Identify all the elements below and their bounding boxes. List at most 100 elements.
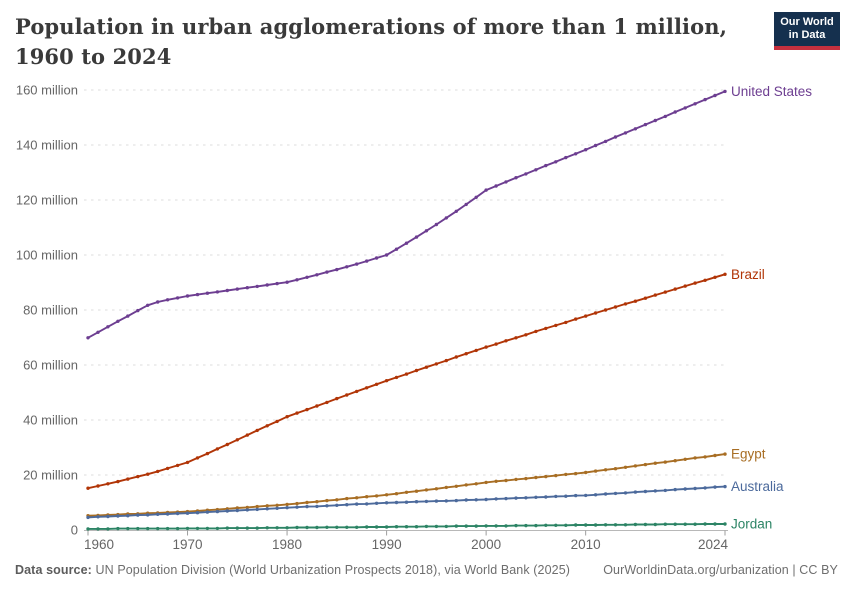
- point-egypt-1994[interactable]: [424, 488, 429, 492]
- point-jordan-1982[interactable]: [305, 525, 309, 530]
- point-jordan-1974[interactable]: [225, 526, 229, 530]
- point-brazil-2018[interactable]: [663, 290, 667, 294]
- point-united-states-1969[interactable]: [175, 296, 180, 300]
- point-egypt-2001[interactable]: [494, 479, 498, 483]
- point-jordan-2006[interactable]: [544, 523, 548, 527]
- point-brazil-1988[interactable]: [365, 386, 369, 390]
- point-united-states-1973[interactable]: [215, 290, 220, 294]
- point-united-states-2016[interactable]: [643, 122, 648, 127]
- point-australia-1993[interactable]: [414, 500, 419, 504]
- point-united-states-2001[interactable]: [494, 184, 498, 188]
- point-jordan-1990[interactable]: [384, 525, 389, 529]
- point-australia-1974[interactable]: [225, 509, 229, 513]
- point-brazil-2005[interactable]: [534, 329, 538, 334]
- point-egypt-2009[interactable]: [574, 471, 578, 476]
- point-united-states-1976[interactable]: [245, 286, 249, 290]
- point-australia-1985[interactable]: [335, 503, 339, 507]
- point-australia-2005[interactable]: [534, 495, 538, 499]
- point-jordan-2024[interactable]: [723, 522, 727, 526]
- point-united-states-2002[interactable]: [504, 180, 508, 184]
- point-brazil-2021[interactable]: [693, 281, 697, 285]
- point-united-states-2019[interactable]: [673, 110, 677, 114]
- point-jordan-2009[interactable]: [574, 523, 578, 527]
- point-australia-1995[interactable]: [434, 499, 439, 503]
- point-united-states-1998[interactable]: [464, 202, 468, 207]
- legend-label-united-states[interactable]: United States: [731, 84, 812, 99]
- point-australia-1963[interactable]: [116, 514, 120, 518]
- point-australia-1994[interactable]: [424, 499, 429, 504]
- point-brazil-1991[interactable]: [394, 375, 399, 380]
- point-united-states-2005[interactable]: [534, 168, 538, 172]
- line-united-states[interactable]: [87, 90, 726, 339]
- point-australia-2020[interactable]: [683, 487, 687, 491]
- point-united-states-1974[interactable]: [225, 288, 229, 293]
- point-united-states-1961[interactable]: [96, 330, 100, 334]
- point-australia-2009[interactable]: [574, 493, 578, 498]
- point-australia-1990[interactable]: [384, 501, 389, 505]
- point-egypt-2012[interactable]: [603, 468, 608, 472]
- point-australia-2021[interactable]: [693, 486, 697, 491]
- point-egypt-2023[interactable]: [713, 453, 717, 458]
- point-jordan-1964[interactable]: [126, 526, 130, 531]
- point-jordan-1975[interactable]: [235, 526, 239, 530]
- point-jordan-2011[interactable]: [593, 523, 598, 527]
- point-australia-2010[interactable]: [584, 493, 588, 498]
- point-brazil-1967[interactable]: [156, 469, 160, 474]
- point-egypt-1990[interactable]: [384, 493, 389, 497]
- point-australia-1981[interactable]: [295, 505, 299, 509]
- point-jordan-2016[interactable]: [643, 522, 648, 527]
- point-united-states-1995[interactable]: [434, 222, 439, 227]
- point-brazil-1977[interactable]: [255, 428, 259, 433]
- point-australia-2019[interactable]: [673, 487, 677, 492]
- point-australia-2011[interactable]: [593, 493, 598, 497]
- point-egypt-2020[interactable]: [683, 457, 687, 461]
- point-jordan-1984[interactable]: [325, 525, 329, 529]
- point-australia-1960[interactable]: [86, 515, 90, 520]
- point-united-states-1970[interactable]: [185, 294, 190, 298]
- point-brazil-2008[interactable]: [564, 320, 568, 325]
- point-brazil-1966[interactable]: [146, 472, 150, 476]
- point-brazil-1965[interactable]: [136, 474, 140, 479]
- point-jordan-2021[interactable]: [693, 522, 697, 526]
- point-australia-1992[interactable]: [404, 500, 409, 504]
- point-jordan-1967[interactable]: [156, 526, 160, 531]
- point-jordan-2012[interactable]: [603, 523, 608, 527]
- point-brazil-1984[interactable]: [325, 400, 329, 405]
- point-australia-1976[interactable]: [245, 508, 249, 512]
- point-jordan-1977[interactable]: [255, 526, 259, 530]
- point-brazil-1975[interactable]: [235, 438, 239, 442]
- point-united-states-1968[interactable]: [165, 298, 170, 302]
- point-egypt-2006[interactable]: [544, 474, 548, 479]
- point-jordan-2002[interactable]: [504, 524, 508, 528]
- point-australia-1968[interactable]: [165, 512, 170, 516]
- point-australia-1965[interactable]: [136, 513, 140, 517]
- point-united-states-1964[interactable]: [126, 314, 130, 318]
- point-australia-2016[interactable]: [643, 489, 648, 494]
- point-australia-2002[interactable]: [504, 496, 508, 501]
- point-australia-2022[interactable]: [703, 486, 707, 490]
- point-brazil-2012[interactable]: [603, 308, 608, 312]
- point-united-states-1967[interactable]: [156, 300, 160, 304]
- point-jordan-1973[interactable]: [215, 526, 220, 531]
- point-egypt-1981[interactable]: [295, 501, 299, 506]
- point-brazil-1996[interactable]: [444, 358, 448, 363]
- point-australia-2000[interactable]: [484, 497, 488, 502]
- point-australia-1999[interactable]: [474, 498, 478, 502]
- point-united-states-2012[interactable]: [603, 139, 608, 144]
- point-brazil-1970[interactable]: [185, 460, 190, 465]
- point-brazil-1974[interactable]: [225, 442, 229, 447]
- point-egypt-1989[interactable]: [374, 494, 379, 498]
- point-egypt-2018[interactable]: [663, 460, 667, 464]
- point-australia-1982[interactable]: [305, 504, 309, 509]
- point-united-states-1987[interactable]: [355, 262, 359, 266]
- point-jordan-2000[interactable]: [484, 524, 488, 528]
- point-united-states-2017[interactable]: [653, 118, 657, 123]
- point-united-states-2014[interactable]: [623, 131, 628, 135]
- point-egypt-1995[interactable]: [434, 487, 439, 491]
- point-australia-2015[interactable]: [633, 490, 638, 494]
- point-egypt-1993[interactable]: [414, 489, 419, 493]
- point-united-states-2007[interactable]: [554, 160, 558, 164]
- point-brazil-2015[interactable]: [633, 299, 638, 303]
- point-united-states-2003[interactable]: [514, 176, 518, 180]
- point-australia-2007[interactable]: [554, 494, 558, 499]
